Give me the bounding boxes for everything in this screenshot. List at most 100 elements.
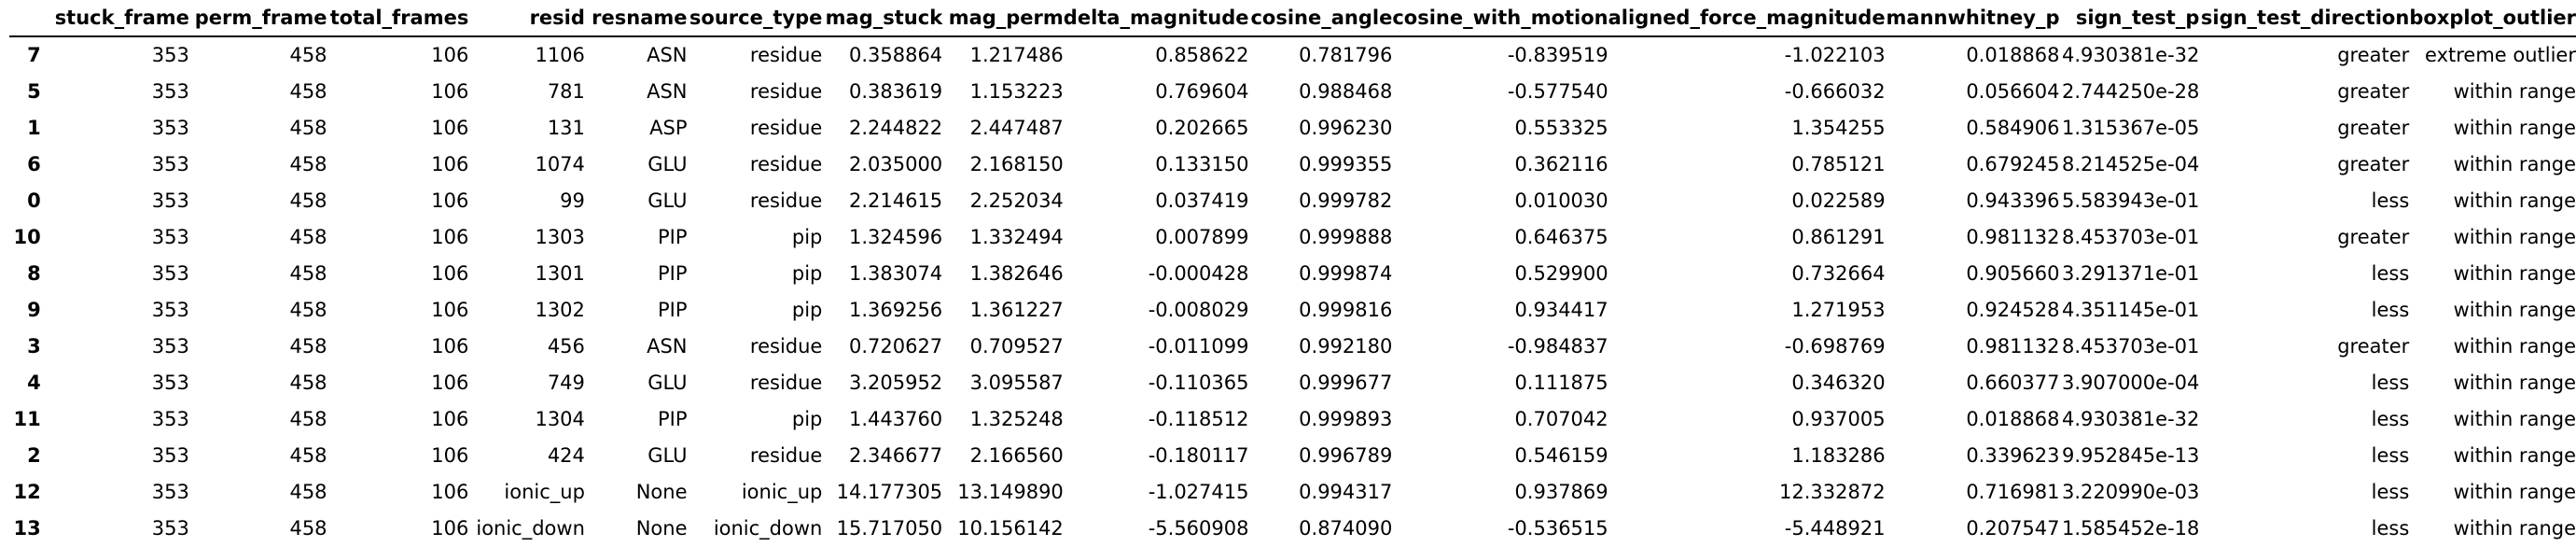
cell-total-frames: 106 xyxy=(431,189,469,212)
results-table: stuck_frame perm_frame total_frames resid re… xyxy=(9,0,2576,547)
cell-boxplot-outlier: within range xyxy=(2453,517,2576,540)
cell-cosine-with-motion: 0.553325 xyxy=(1514,117,1608,139)
cell-source-type: residue xyxy=(749,444,823,467)
cell-cosine-with-motion: 0.362116 xyxy=(1514,153,1608,175)
cell-delta-magnitude: -5.560908 xyxy=(1148,517,1249,540)
table-row: 0 353 458 106 99 GLU residue 2.214615 2.252034 0.… xyxy=(9,183,2576,219)
cell-delta-magnitude: -0.110365 xyxy=(1148,372,1249,394)
cell-total-frames: 106 xyxy=(431,117,469,139)
cell-aligned-force-magnitude: -0.666032 xyxy=(1784,80,1886,103)
table-row: 5 353 458 106 781 ASN residue 0.383619 1.153223 0… xyxy=(9,74,2576,110)
cell-delta-magnitude: 0.037419 xyxy=(1155,189,1249,212)
cell-sign-test-direction: less xyxy=(2371,408,2410,430)
cell-sign-test-p: 4.930381e-32 xyxy=(2061,408,2200,430)
cell-sign-test-p: 3.220990e-03 xyxy=(2061,481,2200,503)
row-index: 8 xyxy=(27,262,41,285)
cell-delta-magnitude: 0.007899 xyxy=(1155,226,1249,248)
cell-source-type: pip xyxy=(791,408,823,430)
cell-resid: ionic_down xyxy=(476,517,585,540)
cell-cosine-angle: 0.999816 xyxy=(1299,299,1393,321)
cell-mag-perm: 1.153223 xyxy=(969,80,1064,103)
cell-perm-frame: 458 xyxy=(289,44,327,66)
cell-resname: ASP xyxy=(649,117,688,139)
cell-sign-test-p: 8.453703e-01 xyxy=(2061,226,2200,248)
cell-cosine-angle: 0.999893 xyxy=(1299,408,1393,430)
cell-source-type: residue xyxy=(749,117,823,139)
cell-mag-perm: 1.325248 xyxy=(969,408,1064,430)
index-header xyxy=(9,0,41,36)
cell-mag-perm: 3.095587 xyxy=(969,372,1064,394)
column-header-mannwhitney-p: mannwhitney_p xyxy=(1886,6,2060,29)
cell-resname: PIP xyxy=(657,226,688,248)
cell-delta-magnitude: -0.008029 xyxy=(1148,299,1249,321)
row-index: 0 xyxy=(27,189,41,212)
cell-cosine-with-motion: 0.546159 xyxy=(1514,444,1608,467)
row-index: 7 xyxy=(27,44,41,66)
cell-mag-perm: 13.149890 xyxy=(957,481,1064,503)
cell-stuck-frame: 353 xyxy=(151,444,189,467)
cell-perm-frame: 458 xyxy=(289,262,327,285)
cell-sign-test-direction: less xyxy=(2371,189,2410,212)
row-index: 2 xyxy=(27,444,41,467)
cell-resname: ASN xyxy=(647,44,688,66)
table-row: 2 353 458 106 424 GLU residue 2.346677 2.166560 -… xyxy=(9,438,2576,474)
cell-mag-perm: 1.332494 xyxy=(969,226,1064,248)
cell-sign-test-p: 8.453703e-01 xyxy=(2061,335,2200,358)
cell-total-frames: 106 xyxy=(431,372,469,394)
row-index: 6 xyxy=(27,153,41,175)
column-header-cosine-angle: cosine_angle xyxy=(1250,6,1393,29)
cell-source-type: ionic_down xyxy=(713,517,823,540)
cell-cosine-with-motion: 0.646375 xyxy=(1514,226,1608,248)
cell-stuck-frame: 353 xyxy=(151,226,189,248)
cell-sign-test-p: 4.930381e-32 xyxy=(2061,44,2200,66)
row-index: 12 xyxy=(13,481,41,503)
column-header-cosine-with-motion: cosine_with_motion xyxy=(1392,6,1608,29)
cell-cosine-angle: 0.999874 xyxy=(1299,262,1393,285)
cell-boxplot-outlier: extreme outlier xyxy=(2425,44,2576,66)
cell-resid: 99 xyxy=(560,189,585,212)
cell-total-frames: 106 xyxy=(431,517,469,540)
cell-cosine-angle: 0.996789 xyxy=(1299,444,1393,467)
cell-sign-test-direction: less xyxy=(2371,299,2410,321)
cell-aligned-force-magnitude: 1.183286 xyxy=(1791,444,1886,467)
column-header-resid: resid xyxy=(529,6,585,29)
cell-aligned-force-magnitude: 0.346320 xyxy=(1791,372,1886,394)
cell-resname: GLU xyxy=(647,372,688,394)
cell-stuck-frame: 353 xyxy=(151,372,189,394)
cell-resid: 1106 xyxy=(535,44,585,66)
table-row: 13 353 458 106 ionic_down None ionic_down 15.71… xyxy=(9,511,2576,547)
cell-boxplot-outlier: within range xyxy=(2453,117,2576,139)
cell-resid: 424 xyxy=(547,444,585,467)
cell-sign-test-p: 9.952845e-13 xyxy=(2061,444,2200,467)
cell-stuck-frame: 353 xyxy=(151,189,189,212)
cell-aligned-force-magnitude: -1.022103 xyxy=(1784,44,1886,66)
cell-boxplot-outlier: within range xyxy=(2453,226,2576,248)
header-row: stuck_frame perm_frame total_frames resid re… xyxy=(9,0,2576,36)
table-row: 7 353 458 106 1106 ASN residue 0.358864 1.217486… xyxy=(9,36,2576,74)
cell-cosine-with-motion: 0.707042 xyxy=(1514,408,1608,430)
cell-stuck-frame: 353 xyxy=(151,153,189,175)
cell-mag-perm: 2.252034 xyxy=(969,189,1064,212)
cell-resname: GLU xyxy=(647,189,688,212)
cell-source-type: residue xyxy=(749,189,823,212)
cell-delta-magnitude: 0.858622 xyxy=(1155,44,1249,66)
cell-aligned-force-magnitude: 0.785121 xyxy=(1791,153,1886,175)
column-header-delta-magnitude: delta_magnitude xyxy=(1063,6,1249,29)
cell-resname: ASN xyxy=(647,80,688,103)
cell-total-frames: 106 xyxy=(431,44,469,66)
cell-aligned-force-magnitude: 0.861291 xyxy=(1791,226,1886,248)
column-header-mag-perm: mag_perm xyxy=(948,6,1064,29)
cell-mannwhitney-p: 0.207547 xyxy=(1966,517,2060,540)
table-row: 6 353 458 106 1074 GLU residue 2.035000 2.168150… xyxy=(9,147,2576,183)
cell-source-type: residue xyxy=(749,153,823,175)
column-header-mag-stuck: mag_stuck xyxy=(825,6,943,29)
cell-mannwhitney-p: 0.660377 xyxy=(1966,372,2060,394)
column-header-source-type: source_type xyxy=(689,6,823,29)
cell-aligned-force-magnitude: 1.354255 xyxy=(1791,117,1886,139)
cell-stuck-frame: 353 xyxy=(151,44,189,66)
cell-resid: 1303 xyxy=(535,226,585,248)
cell-cosine-angle: 0.988468 xyxy=(1299,80,1393,103)
cell-mag-stuck: 2.346677 xyxy=(848,444,943,467)
row-index: 5 xyxy=(27,80,41,103)
